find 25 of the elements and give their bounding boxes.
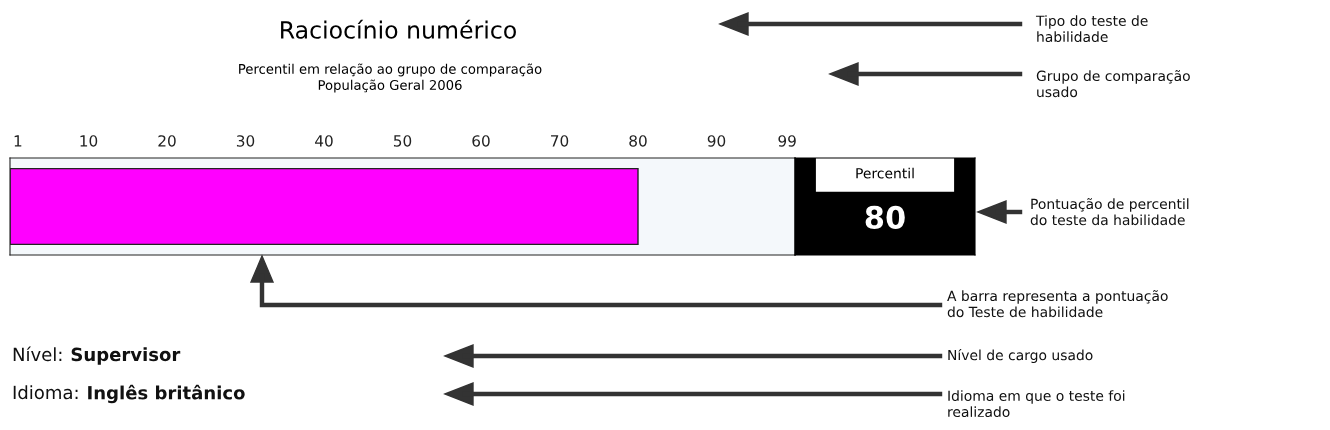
chart-title: Raciocínio numérico bbox=[281, 19, 516, 39]
x-tick-label: 80 bbox=[629, 135, 647, 147]
x-tick-label: 99 bbox=[778, 135, 796, 147]
x-tick-label: 40 bbox=[315, 135, 333, 147]
text: Nível: bbox=[13, 346, 62, 362]
x-tick-label: 20 bbox=[158, 135, 176, 147]
x-tick-label: 1 bbox=[14, 135, 22, 147]
text: Tipo do teste de habilidade bbox=[1035, 15, 1148, 43]
x-tick-label: 50 bbox=[393, 135, 412, 147]
x-tick-label: 90 bbox=[707, 135, 726, 147]
text: A barra representa a pontuação do Teste de habilidade bbox=[947, 290, 1168, 318]
text: Nível de cargo usado bbox=[948, 349, 1093, 363]
text: Grupo de comparação usado bbox=[1036, 70, 1190, 98]
text: Percentil bbox=[856, 167, 914, 179]
chart-subtitle: Percentil em relação ao grupo de comparação População Geral 2006 bbox=[239, 63, 542, 93]
text: Pontuação de percentil do teste da habilidade bbox=[1030, 198, 1189, 226]
text: 80 bbox=[865, 205, 905, 229]
x-tick-label: 30 bbox=[236, 135, 255, 147]
text: Inglês britânico bbox=[88, 384, 245, 404]
x-tick-label: 10 bbox=[80, 135, 98, 147]
x-tick-label: 70 bbox=[551, 135, 569, 147]
text: Supervisor bbox=[71, 347, 181, 365]
x-tick-label: 60 bbox=[472, 135, 490, 147]
text: Idioma: bbox=[13, 385, 78, 400]
text: Idioma em que o teste foi realizado bbox=[948, 390, 1125, 418]
